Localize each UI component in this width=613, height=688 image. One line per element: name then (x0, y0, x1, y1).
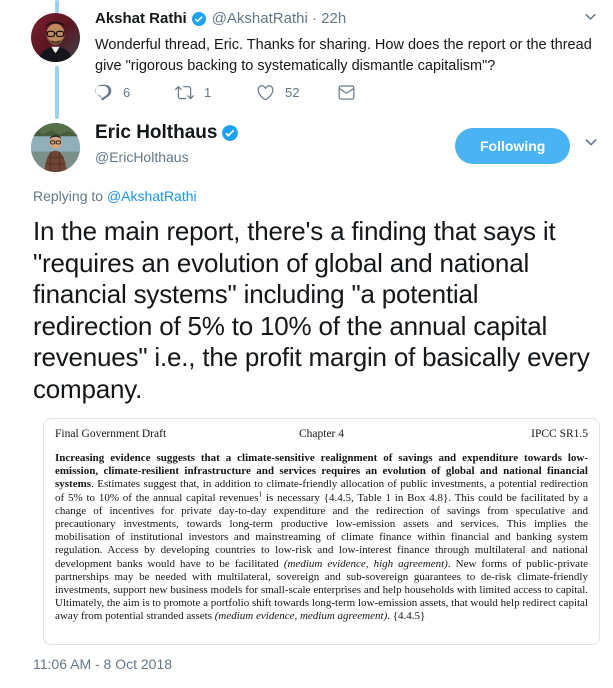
chevron-down-icon[interactable] (583, 9, 598, 29)
avatar[interactable] (31, 123, 80, 172)
chevron-down-icon[interactable] (583, 134, 599, 155)
following-button[interactable]: Following (455, 128, 571, 164)
author-handle[interactable]: @EricHolthaus (95, 149, 189, 165)
document-paragraph: Increasing evidence suggests that a clim… (55, 452, 589, 623)
tweet-timestamp: 11:06 AM - 8 Oct 2018 (33, 656, 173, 672)
reply-button[interactable]: 6 (94, 83, 175, 102)
reply-icon (95, 84, 112, 101)
retweet-count: 1 (204, 85, 212, 100)
author-name[interactable]: Akshat Rathi (95, 10, 187, 27)
document-header-center: Chapter 4 (298, 428, 345, 440)
replying-to-line: Replying to @AkshatRathi (33, 188, 197, 204)
direct-message-button[interactable] (337, 83, 356, 102)
heart-icon (257, 85, 274, 101)
confidence-statement: (medium evidence, medium agreement) (214, 610, 388, 623)
envelope-icon (338, 85, 355, 100)
replying-to-handle-link[interactable]: @AkshatRathi (106, 188, 197, 204)
avatar-photo (31, 123, 80, 172)
document-header-right: IPCC SR1.5 (531, 428, 589, 440)
document-header: Final Government Draft Chapter 4 IPCC SR… (55, 428, 588, 440)
avatar[interactable] (31, 13, 80, 62)
footnote-marker: 1 (258, 488, 263, 498)
replying-to-label: Replying to (33, 188, 104, 204)
like-button[interactable]: 52 (256, 83, 337, 102)
thread-connector-line (55, 0, 59, 13)
retweet-button[interactable]: 1 (175, 83, 256, 102)
verified-badge-icon (221, 124, 239, 142)
tweet-actions: 6 1 52 (94, 83, 356, 102)
author-name[interactable]: Eric Holthaus (95, 122, 218, 143)
tweet-text: Wonderful thread, Eric. Thanks for shari… (95, 37, 592, 74)
confidence-statement: (medium evidence, high agreement) (283, 557, 448, 570)
retweet-icon (175, 86, 194, 100)
reply-count: 6 (123, 85, 131, 100)
embedded-document-image[interactable]: Final Government Draft Chapter 4 IPCC SR… (43, 418, 600, 645)
tweet-text: In the main report, there's a finding th… (33, 216, 590, 404)
like-count: 52 (285, 85, 300, 100)
avatar-photo (31, 13, 80, 62)
thread-connector-line (55, 66, 59, 119)
verified-badge-icon (191, 11, 207, 27)
document-bold-lead: Increasing evidence suggests that a clim… (55, 452, 588, 491)
tweet-age: 22h (321, 10, 347, 27)
author-handle[interactable]: @AkshatRathi · 22h (211, 10, 347, 27)
document-header-left: Final Government Draft (55, 428, 167, 440)
